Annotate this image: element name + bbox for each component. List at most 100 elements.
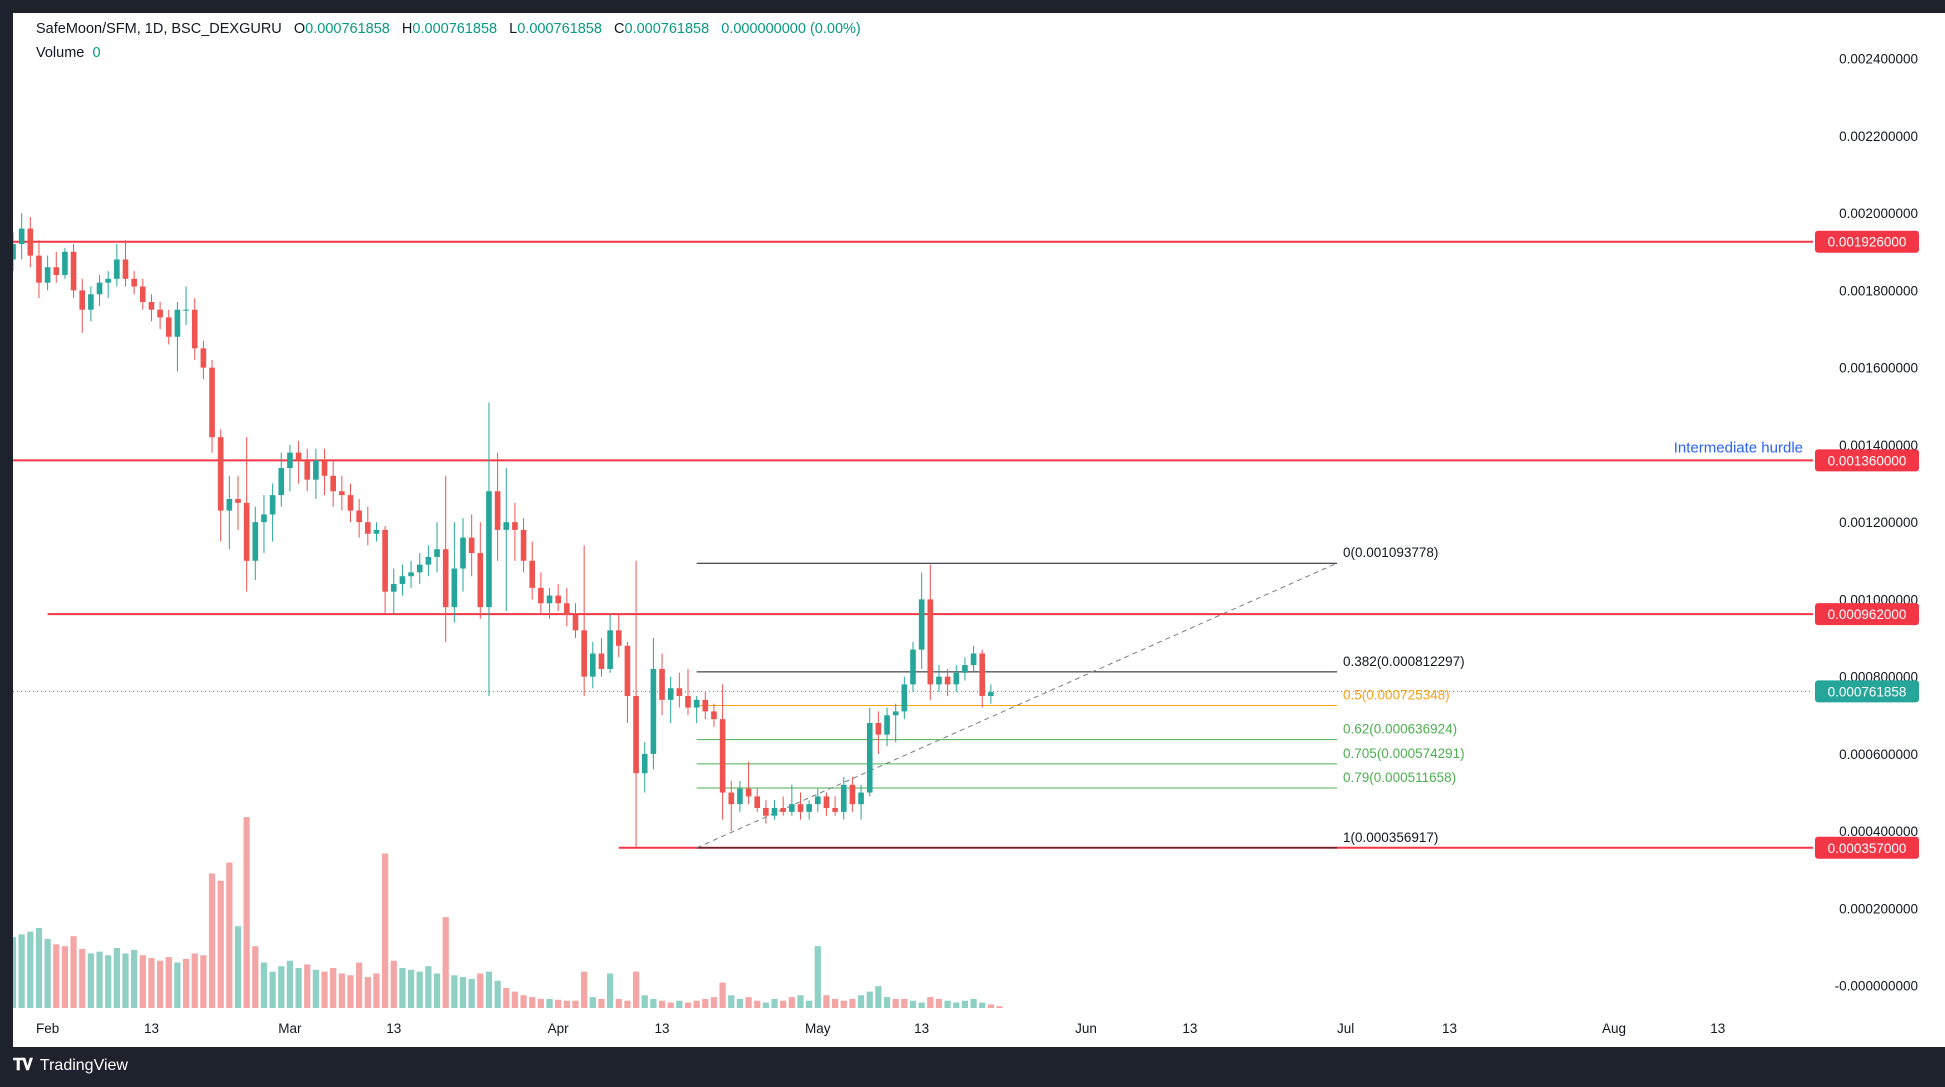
time-axis[interactable]: Feb 13 Mar 13 Apr 13 May 13 Jun 13 Jul 13 Aug 13	[36, 1021, 1725, 1036]
volume-bar	[615, 998, 622, 1008]
candle-body	[892, 711, 899, 716]
candle-body	[477, 553, 484, 608]
y-tick-label: 0.002400000	[1839, 52, 1918, 67]
level-price-tag	[1815, 836, 1919, 859]
candle-body	[564, 603, 570, 615]
brand-name[interactable]: TradingView	[39, 1057, 128, 1074]
y-tick-label: 0.001400000	[1839, 438, 1918, 453]
volume-bar	[157, 960, 164, 1008]
candle-body	[589, 653, 596, 677]
candle-body	[157, 309, 163, 318]
close-value: 0.000761858	[624, 21, 710, 37]
volume-bar	[252, 946, 259, 1008]
candle-body	[269, 495, 276, 515]
volume-bar	[451, 975, 458, 1008]
candle-body	[711, 711, 717, 720]
candle-body	[174, 309, 181, 337]
candle-body	[780, 808, 787, 812]
volume-bar	[182, 958, 190, 1008]
level-annotation: Intermediate hurdle	[1674, 439, 1803, 456]
volume-bar	[304, 964, 311, 1008]
volume-bar	[641, 995, 648, 1008]
volume-bar	[814, 946, 821, 1008]
x-tick-label: 13	[386, 1021, 401, 1036]
candle-body	[884, 715, 890, 735]
volume-bar	[217, 880, 224, 1008]
volume-bar	[234, 926, 242, 1008]
volume-bar	[44, 938, 51, 1008]
volume-bar	[468, 978, 475, 1008]
candle-body	[183, 309, 189, 311]
candle-body	[18, 228, 25, 245]
candle-body	[451, 568, 458, 608]
y-tick-label: 0.002000000	[1839, 206, 1918, 221]
volume-bar	[581, 971, 588, 1008]
y-tick-label: 0.001600000	[1839, 361, 1918, 376]
volume-bar	[546, 998, 553, 1008]
volume-bar	[18, 934, 25, 1008]
candle-body	[615, 630, 622, 646]
candle-body	[979, 653, 986, 696]
fibonacci-retracement[interactable]: 0(0.001093778) 0.382(0.000812297) 0.5(0.00…	[696, 545, 1465, 849]
y-tick-label: 0.002200000	[1839, 129, 1918, 144]
candle-body	[702, 699, 709, 712]
candle-body	[598, 653, 605, 669]
tradingview-logo-icon[interactable]: 𝐓𝐕	[13, 1057, 33, 1074]
level-price-tag	[1815, 603, 1919, 626]
volume-bar	[122, 953, 129, 1008]
candle-body	[875, 723, 882, 735]
volume-bar	[191, 953, 198, 1008]
volume-bar	[961, 1000, 969, 1008]
candle-body	[858, 792, 864, 805]
volume-bar	[762, 1002, 769, 1008]
fib-level-label: 0.705(0.000574291)	[1343, 746, 1465, 761]
candle-body	[789, 804, 795, 812]
volume-bar	[286, 960, 294, 1008]
volume-bar	[269, 971, 276, 1008]
price-chart[interactable]: Intermediate hurdle 0(0.001093778) 0.382(…	[13, 13, 1945, 1047]
x-tick-label: 13	[655, 1021, 670, 1036]
volume-bar	[563, 1000, 570, 1008]
candle-body	[814, 796, 821, 805]
volume-label: Volume	[36, 45, 85, 61]
volume-bar	[27, 931, 34, 1008]
candle-body	[918, 599, 925, 650]
candle-body	[62, 251, 68, 275]
volume-bar	[208, 873, 216, 1008]
footer: 𝐓𝐕 TradingView	[13, 1050, 128, 1082]
volume-bar	[477, 973, 484, 1008]
chart-frame[interactable]: Intermediate hurdle 0(0.001093778) 0.382(…	[13, 13, 1945, 1047]
candle-body	[373, 529, 380, 534]
volume-bar	[607, 973, 614, 1008]
volume-bar	[754, 1000, 761, 1008]
candle-body	[641, 753, 648, 774]
x-tick-label: Jun	[1075, 1021, 1097, 1036]
candle-body	[676, 688, 683, 696]
volume-bar	[356, 962, 363, 1008]
volume-bar	[857, 995, 865, 1008]
fib-level-label: 0.62(0.000636924)	[1343, 722, 1457, 737]
volume-bar	[987, 1004, 994, 1008]
candle-body	[139, 286, 146, 302]
candle-body	[520, 529, 527, 561]
volume-bar	[373, 973, 380, 1008]
candle-body	[191, 309, 198, 349]
volume-bar	[970, 998, 977, 1008]
fib-level-label: 0.5(0.000725348)	[1343, 688, 1450, 703]
candle-body	[243, 502, 250, 561]
x-tick-label: May	[805, 1021, 831, 1036]
candle-body	[390, 583, 397, 592]
candle-body	[754, 796, 761, 808]
volume-bar	[745, 997, 752, 1008]
volume-bar	[347, 975, 354, 1008]
symbol-title[interactable]: SafeMoon/SFM, 1D, BSC_DEXGURU	[36, 21, 282, 37]
volume-bar	[148, 958, 155, 1008]
volume-bar	[702, 998, 709, 1008]
candle-body	[105, 278, 112, 283]
volume-bar	[979, 1002, 986, 1008]
high-value: 0.000761858	[412, 21, 498, 37]
volume-bar	[909, 1000, 917, 1008]
high-label: H	[401, 21, 413, 37]
volume-bar	[719, 982, 726, 1008]
candle-body	[910, 649, 916, 685]
